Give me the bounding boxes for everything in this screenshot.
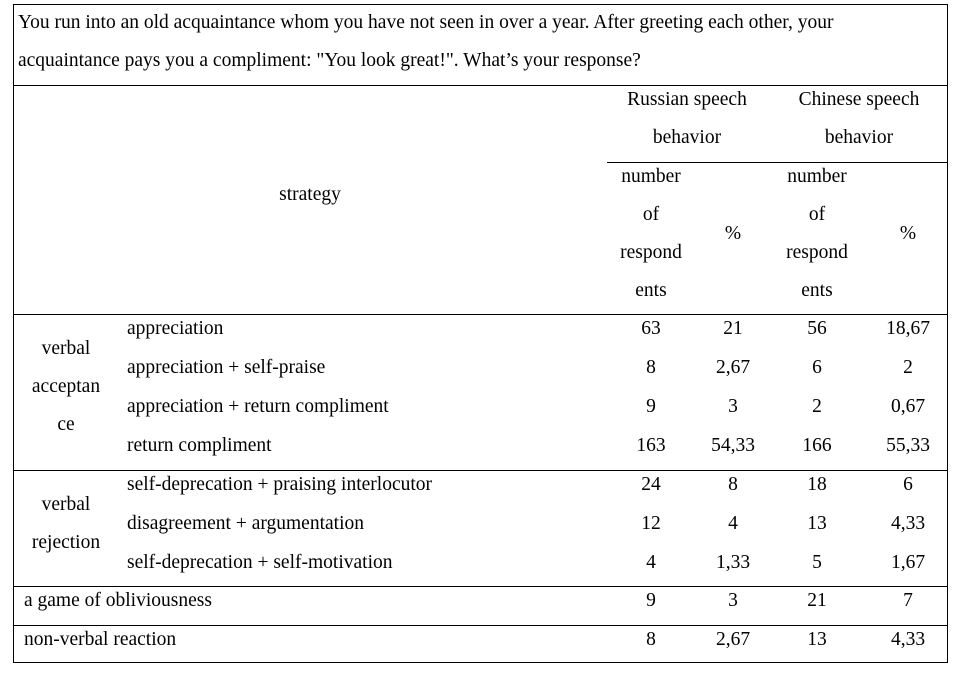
group-rejection-line-1: verbal [41,494,91,515]
cn-percent: 6 [903,474,913,495]
ru-percent: 4 [728,513,738,534]
russian-header-line-2: behavior [652,127,722,148]
strategy-header: strategy [279,184,341,205]
ru-count: 9 [646,590,656,611]
ru-count: 63 [641,318,661,339]
rule-question [13,85,948,86]
cn-percent: 1,67 [890,552,926,573]
ru-percent: 3 [728,396,738,417]
chinese-header-line-1: Chinese speech [798,89,920,110]
ru-count: 24 [641,474,661,495]
ru-count: 8 [646,357,656,378]
row-strategy: a game of obliviousness [24,590,212,611]
cn-percent: 4,33 [890,629,926,650]
cn-number-header-4: ents [801,280,833,301]
rule-rejection [13,586,948,587]
survey-table [13,4,948,663]
rule-header [13,314,948,315]
rule-oblivious [13,625,948,626]
group-rejection-line-2: rejection [31,532,101,553]
cn-percent: 2 [903,357,913,378]
cn-number-header-1: number [787,166,847,187]
ru-percent: 2,67 [715,357,751,378]
row-strategy: disagreement + argumentation [127,513,364,534]
russian-header-line-1: Russian speech [627,89,747,110]
cn-percent: 0,67 [890,396,926,417]
ru-percent: 1,33 [715,552,751,573]
row-strategy: self-deprecation + praising interlocutor [127,474,433,495]
cn-count: 2 [812,396,822,417]
row-strategy: self-deprecation + self-motivation [127,552,393,573]
cn-percent: 7 [903,590,913,611]
group-acceptance-line-1: verbal [41,338,91,359]
ru-number-header-2: of [642,204,660,225]
cn-number-header-2: of [808,204,826,225]
ru-number-header-1: number [621,166,681,187]
cn-percent: 18,67 [886,318,930,339]
ru-count: 163 [636,435,666,456]
ru-percent: 21 [723,318,743,339]
cn-count: 166 [802,435,832,456]
ru-percent: 3 [728,590,738,611]
group-acceptance-line-2: acceptan [31,376,101,397]
rule-behavior [607,162,948,163]
ru-count: 12 [641,513,661,534]
cn-count: 56 [807,318,827,339]
ru-number-header-4: ents [635,280,667,301]
cn-percent: 4,33 [890,513,926,534]
ru-percent: 8 [728,474,738,495]
cn-number-header-3: respond [786,242,848,263]
ru-count: 9 [646,396,656,417]
row-strategy: appreciation + self-praise [127,357,326,378]
ru-percent: 54,33 [711,435,755,456]
question-line-1: You run into an old acquaintance whom yo… [18,12,834,33]
group-acceptance-line-3: ce [57,414,75,435]
cn-count: 13 [807,513,827,534]
row-strategy: non-verbal reaction [24,629,177,650]
ru-number-header-3: respond [620,242,682,263]
cn-count: 13 [807,629,827,650]
ru-percent: 2,67 [715,629,751,650]
cn-percent-header: % [899,223,917,244]
cn-count: 5 [812,552,822,573]
ru-count: 4 [646,552,656,573]
ru-percent-header: % [724,223,742,244]
question-line-2: acquaintance pays you a compliment: "You… [18,50,641,71]
cn-count: 21 [807,590,827,611]
row-strategy: appreciation + return compliment [127,396,389,417]
rule-acceptance [13,470,948,471]
cn-percent: 55,33 [886,435,930,456]
row-strategy: appreciation [127,318,224,339]
row-strategy: return compliment [127,435,272,456]
cn-count: 18 [807,474,827,495]
cn-count: 6 [812,357,822,378]
ru-count: 8 [646,629,656,650]
chinese-header-line-2: behavior [824,127,894,148]
